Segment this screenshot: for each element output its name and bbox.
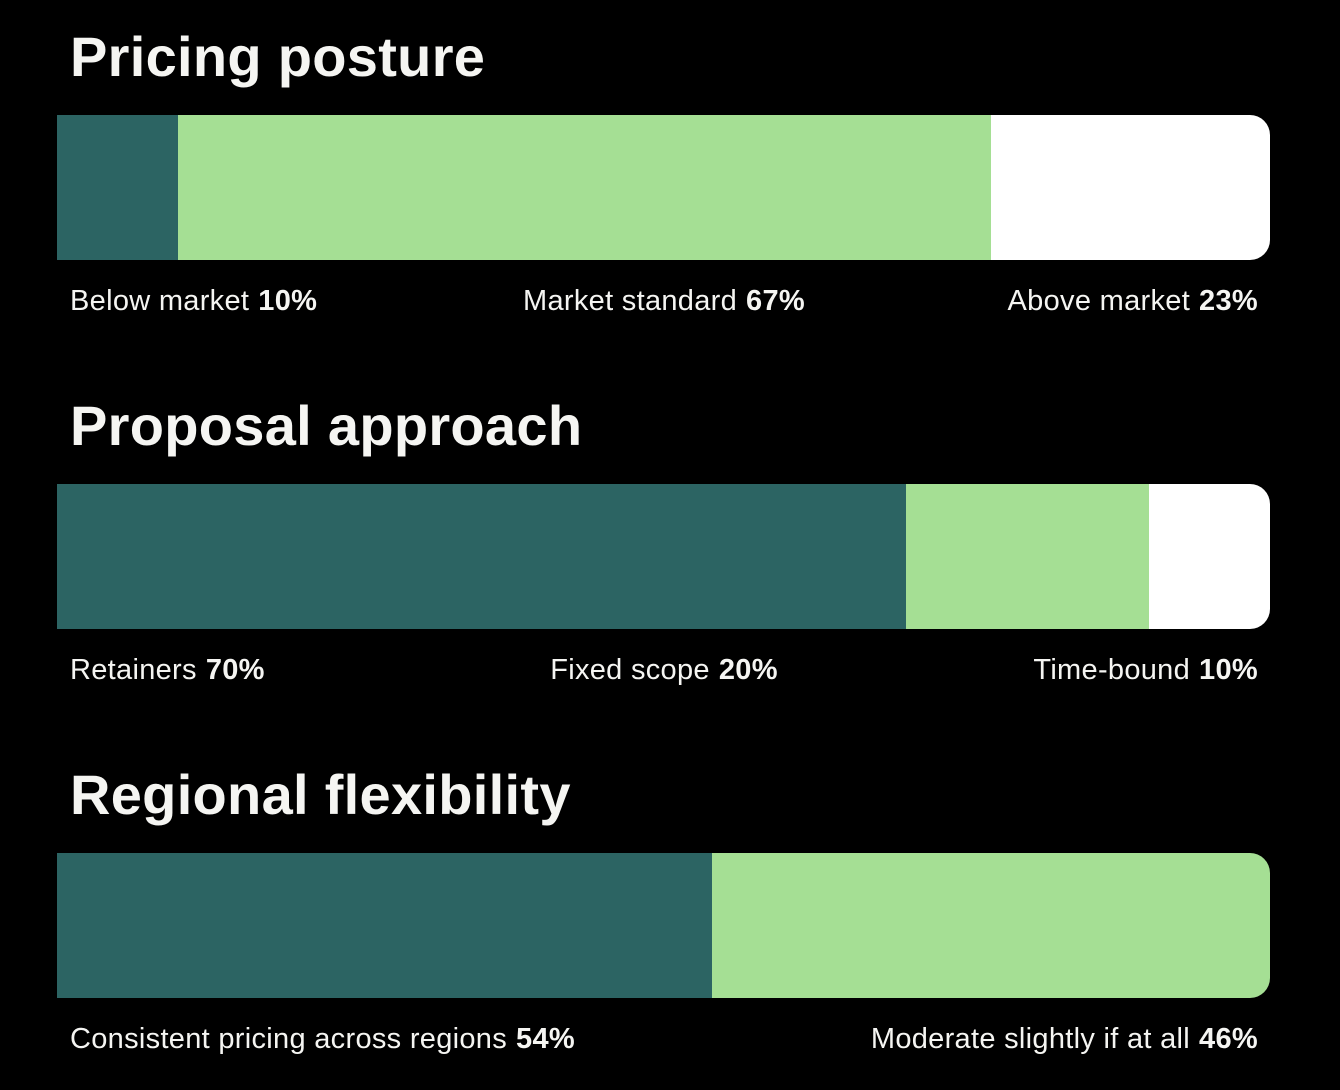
section-title-proposal-approach: Proposal approach xyxy=(70,394,583,457)
segment-label-text: Retainers xyxy=(70,654,197,686)
section-title-regional-flexibility: Regional flexibility xyxy=(70,763,571,826)
segment-labels-row: Below market 10% Market standard 67% Above… xyxy=(57,285,1270,317)
stacked-bar-pricing-posture xyxy=(57,115,1270,260)
stacked-bar-regional-flexibility xyxy=(57,853,1270,998)
segment-label-text: Market standard xyxy=(523,285,738,317)
bar-segment-below-market xyxy=(57,115,179,260)
chart-section-proposal-approach: Proposal approach Retainers 70% Fixed sco… xyxy=(57,395,1270,686)
segment-value: 67% xyxy=(746,285,805,317)
segment-value: 23% xyxy=(1199,285,1258,317)
segment-label-market-standard: Market standard 67% xyxy=(523,285,805,317)
segment-label-consistent-pricing: Consistent pricing across regions 54% xyxy=(70,1023,575,1055)
segment-label-time-bound: Time-bound 10% xyxy=(1033,654,1258,686)
segment-label-text: Fixed scope xyxy=(550,654,710,686)
segment-value: 46% xyxy=(1199,1023,1258,1055)
segment-label-below-market: Below market 10% xyxy=(70,285,317,317)
segment-label-above-market: Above market 23% xyxy=(1008,285,1258,317)
segment-value: 54% xyxy=(516,1023,575,1055)
bar-segment-time-bound xyxy=(1148,484,1270,629)
segment-labels-row: Retainers 70% Fixed scope 20% Time-bound 10… xyxy=(57,654,1270,686)
segment-label-text: Moderate slightly if at all xyxy=(870,1023,1191,1055)
segment-label-retainers: Retainers 70% xyxy=(70,654,265,686)
segment-label-text: Above market xyxy=(1007,285,1191,317)
segment-value: 70% xyxy=(205,654,265,686)
bar-segment-moderate-slightly xyxy=(712,853,1270,998)
bar-segment-fixed-scope xyxy=(906,484,1149,629)
section-title-pricing-posture: Pricing posture xyxy=(70,25,486,88)
segment-label-moderate-slightly: Moderate slightly if at all 46% xyxy=(871,1023,1258,1055)
segment-label-text: Below market xyxy=(70,285,250,317)
segment-label-text: Time-bound xyxy=(1033,654,1191,686)
segment-labels-row: Consistent pricing across regions 54% Mod… xyxy=(57,1023,1270,1055)
segment-value: 10% xyxy=(258,285,318,317)
segment-label-fixed-scope: Fixed scope 20% xyxy=(550,654,778,686)
bar-segment-market-standard xyxy=(178,115,991,260)
bar-segment-consistent-pricing xyxy=(57,853,713,998)
stacked-bar-proposal-approach xyxy=(57,484,1270,629)
bar-segment-above-market xyxy=(991,115,1270,260)
chart-section-pricing-posture: Pricing posture Below market 10% Market s… xyxy=(57,26,1270,317)
bar-segment-retainers xyxy=(57,484,907,629)
segment-value: 20% xyxy=(718,654,778,686)
segment-value: 10% xyxy=(1199,654,1258,686)
chart-section-regional-flexibility: Regional flexibility Consistent pricing … xyxy=(57,764,1270,1055)
segment-label-text: Consistent pricing across regions xyxy=(70,1023,508,1055)
